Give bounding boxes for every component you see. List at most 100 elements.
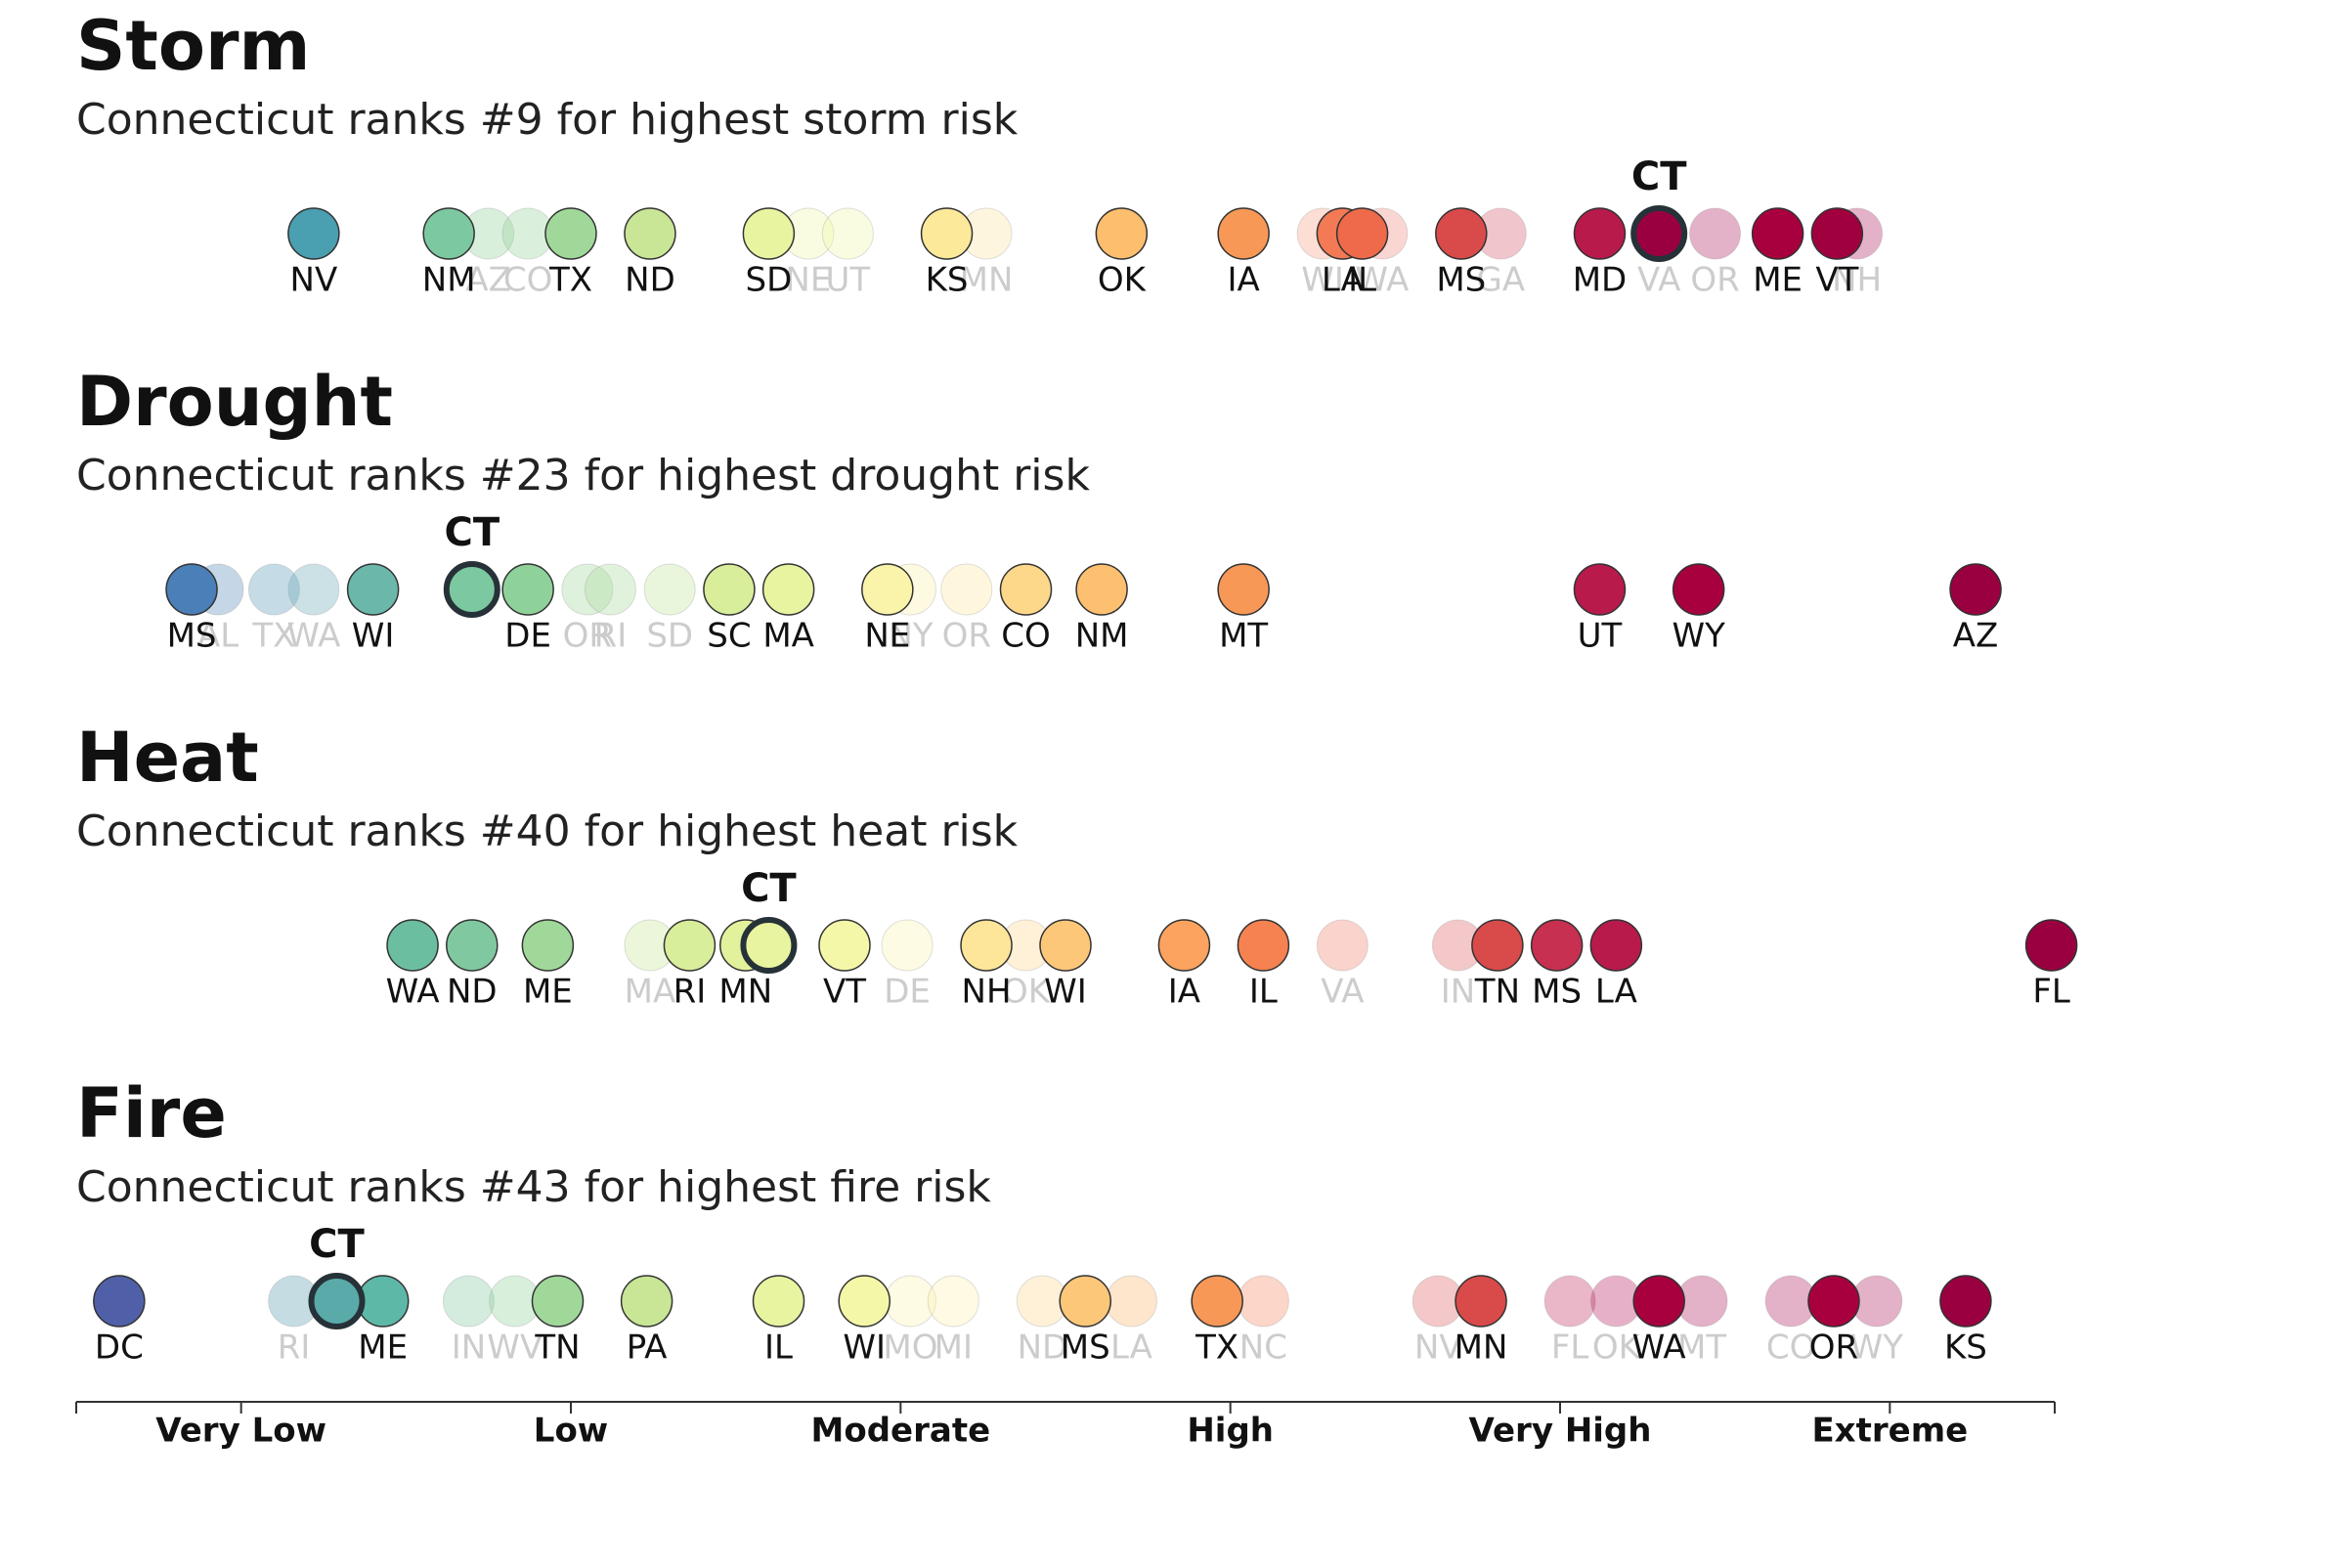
state-label: WA bbox=[386, 973, 440, 1012]
state-dot bbox=[960, 919, 1013, 972]
state-label: MS bbox=[1436, 261, 1486, 300]
state-label: VT bbox=[823, 973, 866, 1012]
state-dot bbox=[165, 563, 218, 616]
state-label: DE bbox=[884, 973, 931, 1012]
state-dot bbox=[1075, 563, 1128, 616]
state-label: SD bbox=[646, 617, 693, 656]
highlight-label: CT bbox=[309, 1222, 365, 1267]
state-label: KS bbox=[926, 261, 969, 300]
state-label: VA bbox=[1321, 973, 1364, 1012]
state-label: IA bbox=[1168, 973, 1200, 1012]
state-dot bbox=[1939, 1275, 1992, 1328]
state-dot bbox=[940, 563, 993, 616]
state-label: NM bbox=[422, 261, 476, 300]
panel-subtitle: Connecticut ranks #9 for highest storm r… bbox=[76, 95, 1019, 145]
state-label: MS bbox=[167, 617, 217, 656]
state-dot bbox=[703, 563, 756, 616]
state-label: RI bbox=[278, 1328, 311, 1368]
state-dot bbox=[1316, 919, 1368, 972]
state-label: DE bbox=[504, 617, 551, 656]
state-dot bbox=[287, 207, 340, 260]
state-dot bbox=[624, 207, 676, 260]
state-dot bbox=[999, 563, 1053, 616]
state-dot bbox=[446, 919, 499, 972]
state-dot bbox=[1095, 207, 1149, 260]
state-label: TX bbox=[548, 261, 592, 300]
state-label: AZ bbox=[1953, 617, 1999, 656]
state-label: LA bbox=[1110, 1328, 1152, 1368]
state-label: NH bbox=[962, 973, 1012, 1012]
state-dot bbox=[544, 207, 597, 260]
state-label: WI bbox=[843, 1328, 886, 1368]
state-label: IL bbox=[1249, 973, 1278, 1012]
state-dot bbox=[442, 1275, 495, 1328]
x-tick-label: High bbox=[1187, 1412, 1274, 1451]
state-label: VA bbox=[1637, 261, 1680, 300]
state-label: MA bbox=[762, 617, 814, 656]
state-label: MD bbox=[1573, 261, 1628, 300]
state-label: GA bbox=[1476, 261, 1525, 300]
state-label: WI bbox=[1301, 261, 1344, 300]
state-label: TX bbox=[1195, 1328, 1238, 1368]
state-label: NE bbox=[785, 261, 831, 300]
state-label: OK bbox=[1098, 261, 1148, 300]
state-label: OR bbox=[1690, 261, 1739, 300]
state-dot bbox=[1807, 1275, 1860, 1328]
highlight-dot bbox=[740, 917, 798, 974]
state-dot bbox=[1810, 207, 1864, 260]
state-label: WA bbox=[286, 617, 340, 656]
x-tick-label: Extreme bbox=[1811, 1412, 1968, 1451]
state-label: MI bbox=[934, 1328, 973, 1368]
state-dot bbox=[1157, 919, 1211, 972]
state-label: MA bbox=[625, 973, 676, 1012]
state-dot bbox=[2024, 919, 2078, 972]
state-dot bbox=[752, 1275, 805, 1328]
highlight-label: CT bbox=[1631, 154, 1687, 199]
state-dot bbox=[620, 1275, 673, 1328]
state-label: NE bbox=[864, 617, 910, 656]
state-label: OR bbox=[563, 617, 612, 656]
state-label: NV bbox=[290, 261, 338, 300]
state-dot bbox=[1237, 1275, 1289, 1328]
state-dot bbox=[1672, 563, 1725, 616]
state-label: TN bbox=[534, 1328, 580, 1368]
state-label: FL bbox=[1551, 1328, 1589, 1368]
state-dot bbox=[1751, 207, 1804, 260]
state-dot bbox=[1471, 919, 1524, 972]
state-dot bbox=[881, 919, 934, 972]
state-dot bbox=[1105, 1275, 1157, 1328]
state-dot bbox=[861, 563, 914, 616]
state-dot bbox=[584, 563, 636, 616]
state-dot bbox=[521, 919, 575, 972]
state-label: OK bbox=[1592, 1328, 1642, 1368]
state-label: IL bbox=[1348, 261, 1376, 300]
state-label: UT bbox=[1578, 617, 1623, 656]
state-label: RI bbox=[594, 617, 628, 656]
state-label: LA bbox=[1595, 973, 1637, 1012]
state-label: DC bbox=[95, 1328, 144, 1368]
panel-subtitle: Connecticut ranks #23 for highest drough… bbox=[76, 451, 1090, 501]
state-dot bbox=[1039, 919, 1092, 972]
state-label: ME bbox=[358, 1328, 408, 1368]
highlight-label: CT bbox=[444, 510, 500, 555]
state-label: WY bbox=[1850, 1328, 1904, 1368]
state-label: TX bbox=[251, 617, 295, 656]
state-label: VT bbox=[1815, 261, 1858, 300]
state-dot bbox=[247, 563, 300, 616]
state-dot bbox=[346, 563, 400, 616]
state-label: IA bbox=[1228, 261, 1260, 300]
state-label: NY bbox=[888, 617, 933, 656]
state-label: WV bbox=[487, 1328, 543, 1368]
state-dot bbox=[1530, 919, 1584, 972]
state-label: NH bbox=[1832, 261, 1882, 300]
state-label: MN bbox=[960, 261, 1014, 300]
state-label: WA bbox=[1355, 261, 1409, 300]
state-label: NC bbox=[1239, 1328, 1287, 1368]
state-label: MS bbox=[1061, 1328, 1110, 1368]
state-dot bbox=[1589, 919, 1643, 972]
highlight-dot bbox=[308, 1273, 366, 1329]
state-label: CO bbox=[1001, 617, 1051, 656]
state-label: MN bbox=[718, 973, 772, 1012]
state-dot bbox=[1455, 1275, 1507, 1328]
